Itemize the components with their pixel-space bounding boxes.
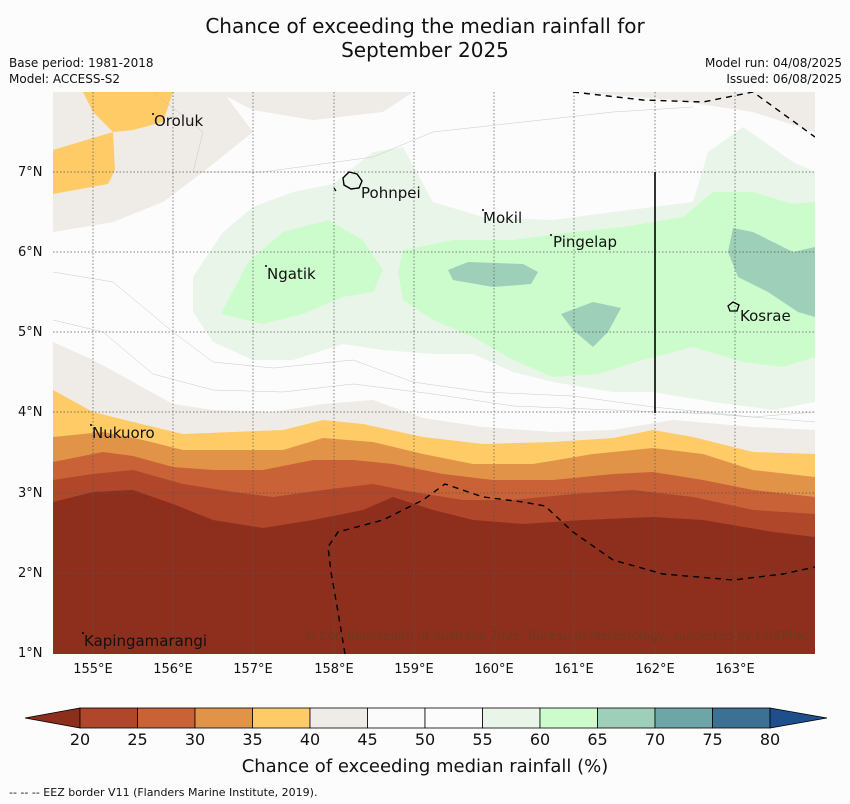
- colorbar-tick-label: 20: [69, 730, 91, 749]
- lat-label-6n: 6°N: [18, 245, 43, 260]
- model-run: Model run: 04/08/2025: [704, 56, 842, 70]
- lon-label-160e: 160°E: [474, 662, 514, 677]
- lon-label-156e: 156°E: [153, 662, 193, 677]
- rainfall-map: Oroluk Pohnpei Mokil Pingelap Ngatik Kos…: [53, 92, 815, 654]
- title-line-1: Chance of exceeding the median rainfall …: [205, 14, 645, 38]
- contour-35-40-top: [83, 92, 173, 132]
- place-kapingamarangi: Kapingamarangi: [82, 632, 207, 650]
- colorbar: [25, 707, 827, 729]
- label-pohnpei: Pohnpei: [361, 184, 421, 202]
- colorbar-cell-b30_35: [194, 707, 253, 729]
- contour-65-70-b: [561, 302, 621, 347]
- label-kapingamarangi: Kapingamarangi: [84, 632, 207, 650]
- contour-lines: [53, 92, 815, 423]
- colorbar-cell-b25_30: [137, 707, 196, 729]
- contour-lt20: [53, 490, 815, 654]
- colorbar-tick-label: 40: [299, 730, 321, 749]
- colorbar-extend-low: [25, 707, 81, 729]
- colorbar-cell-b65_70: [597, 707, 656, 729]
- colorbar-tick-label: 25: [127, 730, 148, 749]
- contour-40-45-top2: [218, 92, 413, 120]
- issued-date: Issued: 06/08/2025: [726, 72, 842, 86]
- contour-35-40-left: [53, 132, 115, 194]
- colorbar-cell-b60_65: [539, 707, 598, 729]
- colorbar-cell-b75_80: [712, 707, 771, 729]
- lat-label-5n: 5°N: [18, 325, 43, 340]
- lon-label-158e: 158°E: [314, 662, 354, 677]
- colorbar-tick-label: 60: [529, 730, 551, 749]
- colorbar-tick-label: 70: [644, 730, 666, 749]
- place-oroluk: Oroluk: [152, 112, 203, 130]
- colorbar-cell-b70_75: [654, 707, 713, 729]
- place-ngatik: Ngatik: [265, 265, 316, 283]
- colorbar-cell-b35_40: [252, 707, 311, 729]
- contour-65-70-a: [448, 262, 538, 287]
- title-line-2: September 2025: [341, 38, 509, 62]
- place-pingelap: Pingelap: [550, 233, 617, 251]
- colorbar-cell-b55_60: [482, 707, 541, 729]
- base-period: Base period: 1981-2018: [9, 56, 154, 70]
- map-title: Chance of exceeding the median rainfall …: [0, 14, 850, 62]
- colorbar-cell-b45_50: [367, 707, 426, 729]
- lat-label-3n: 3°N: [18, 486, 43, 501]
- pohnpei-islet: [333, 187, 337, 192]
- contour-60-65-east: [398, 192, 815, 377]
- place-nukuoro: Nukuoro: [90, 424, 155, 442]
- label-nukuoro: Nukuoro: [92, 424, 155, 442]
- colorbar-tick-label: 35: [242, 730, 263, 749]
- lon-label-163e: 163°E: [715, 662, 755, 677]
- lat-label-1n: 1°N: [18, 646, 43, 661]
- contour-40-45-top3: [573, 92, 815, 132]
- lon-label-157e: 157°E: [233, 662, 273, 677]
- meta-right: Model run: 04/08/2025 Issued: 06/08/2025: [705, 55, 842, 87]
- colorbar-extend-high: [769, 707, 827, 729]
- model-name: Model: ACCESS-S2: [9, 72, 121, 86]
- lon-label-155e: 155°E: [73, 662, 113, 677]
- lon-label-162e: 162°E: [635, 662, 675, 677]
- lat-gridlines: [53, 171, 815, 574]
- colorbar-cells: [25, 707, 827, 729]
- colorbar-cell-b50_55: [424, 707, 483, 729]
- colorbar-tick-label: 80: [759, 730, 781, 749]
- colorbar-label: Chance of exceeding median rainfall (%): [241, 756, 609, 777]
- contour-40-45-top: [53, 92, 253, 232]
- pohnpei-island-outline: [342, 171, 363, 190]
- meta-left: Base period: 1981-2018 Model: ACCESS-S2: [9, 55, 154, 87]
- contour-60-65-ngatik: [221, 220, 383, 324]
- contour-65-70-c: [728, 228, 815, 317]
- colorbar-tick-label: 45: [357, 730, 378, 749]
- lon-label-159e: 159°E: [394, 662, 434, 677]
- eez-borders: [327, 92, 815, 654]
- label-ngatik: Ngatik: [267, 265, 316, 283]
- label-pingelap: Pingelap: [553, 233, 617, 251]
- colorbar-tick-label: 50: [414, 730, 436, 749]
- label-oroluk: Oroluk: [154, 112, 203, 130]
- colorbar-tick-label: 75: [702, 730, 723, 749]
- place-kosrae: Kosrae: [740, 307, 791, 325]
- colorbar-tick-label: 30: [184, 730, 206, 749]
- lat-label-4n: 4°N: [18, 405, 43, 420]
- colorbar-tick-label: 65: [587, 730, 608, 749]
- colorbar-cell-b20_25: [79, 707, 138, 729]
- lon-label-161e: 161°E: [554, 662, 594, 677]
- lat-label-2n: 2°N: [18, 566, 43, 581]
- colorbar-tick-label: 55: [472, 730, 493, 749]
- lat-label-7n: 7°N: [18, 165, 43, 180]
- colorbar-cell-b40_45: [309, 707, 368, 729]
- label-mokil: Mokil: [483, 209, 522, 227]
- place-mokil: Mokil: [482, 209, 522, 227]
- place-pohnpei: Pohnpei: [361, 184, 421, 202]
- kosrae-island-outline: [727, 301, 740, 312]
- copyright-credit: © Commonwealth of Australia 2025, Bureau…: [304, 629, 809, 643]
- label-kosrae: Kosrae: [740, 307, 791, 325]
- eez-legend-note: -- -- -- EEZ border V11 (Flanders Marine…: [9, 786, 318, 799]
